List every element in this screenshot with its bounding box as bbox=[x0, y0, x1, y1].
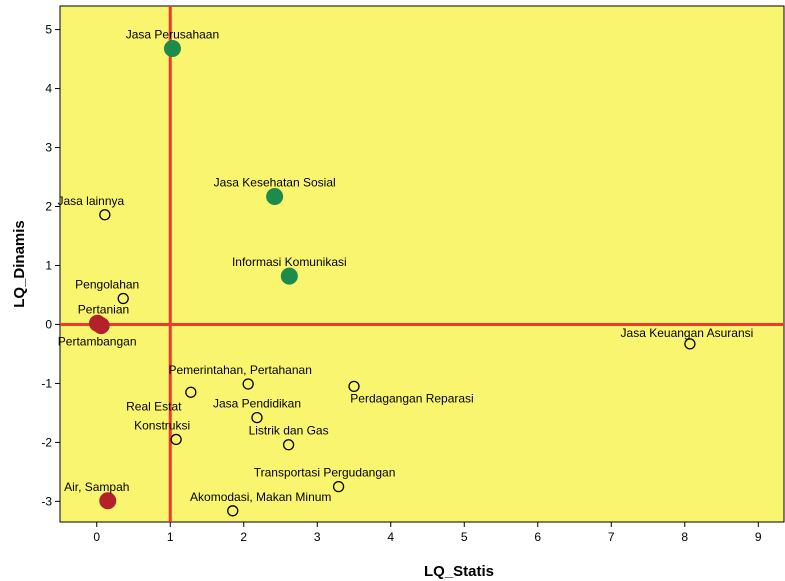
point-label: Akomodasi, Makan Minum bbox=[190, 490, 331, 504]
reference-lines bbox=[60, 6, 784, 522]
point-label: Transportasi Pergudangan bbox=[254, 466, 396, 480]
data-point bbox=[185, 386, 197, 398]
data-point bbox=[684, 338, 696, 350]
data-point bbox=[266, 187, 284, 205]
x-tick-label: 2 bbox=[240, 530, 247, 544]
x-tick-label: 0 bbox=[93, 530, 100, 544]
point-label: Air, Sampah bbox=[64, 480, 129, 494]
plot-area bbox=[59, 5, 785, 523]
point-label: Jasa Kesehatan Sosial bbox=[214, 175, 336, 189]
point-label: Jasa Keuangan Asuransi bbox=[621, 326, 754, 340]
y-tick-label: -3 bbox=[41, 494, 52, 508]
data-point bbox=[99, 209, 111, 221]
data-points bbox=[88, 39, 696, 517]
data-point bbox=[332, 480, 345, 493]
y-tick-label: 0 bbox=[45, 317, 52, 331]
data-point bbox=[170, 433, 182, 446]
data-point bbox=[251, 411, 263, 424]
x-axis-title: LQ_Statis bbox=[424, 563, 494, 580]
y-tick-label: 1 bbox=[45, 258, 52, 272]
point-label: Konstruksi bbox=[134, 418, 190, 432]
x-tick-label: 5 bbox=[461, 530, 468, 544]
data-point bbox=[282, 439, 295, 451]
y-tick-label: 5 bbox=[45, 23, 52, 37]
x-axis: 0 1 2 3 4 5 6 7 8 9 bbox=[93, 522, 762, 544]
x-tick-label: 9 bbox=[755, 530, 762, 544]
data-point bbox=[348, 380, 360, 393]
point-label: Jasa Pendidikan bbox=[213, 397, 301, 411]
y-tick-label: -1 bbox=[41, 376, 52, 390]
x-tick-label: 3 bbox=[314, 530, 321, 544]
point-label: Jasa lainnya bbox=[57, 194, 124, 208]
y-tick-label: 2 bbox=[45, 200, 52, 214]
point-label: Pengolahan bbox=[75, 277, 139, 291]
data-point bbox=[227, 505, 239, 517]
y-axis: -3 -2 -1 0 1 2 3 4 5 bbox=[41, 23, 60, 508]
x-tick-label: 6 bbox=[534, 530, 541, 544]
point-label: Listrik dan Gas bbox=[249, 424, 329, 438]
point-label: Perdagangan Reparasi bbox=[350, 391, 473, 405]
point-label: Informasi Komunikasi bbox=[232, 255, 347, 269]
data-point bbox=[242, 378, 254, 390]
y-tick-label: 4 bbox=[45, 82, 52, 96]
x-tick-label: 1 bbox=[167, 530, 174, 544]
point-label: Pertanian bbox=[78, 302, 129, 316]
point-label: Jasa Perusahaan bbox=[126, 27, 219, 41]
data-point bbox=[280, 267, 298, 285]
point-label: Pemerintahan, Pertahanan bbox=[168, 363, 311, 377]
point-label: Real Estat bbox=[126, 399, 182, 413]
y-tick-label: 3 bbox=[45, 141, 52, 155]
data-point bbox=[99, 492, 117, 510]
x-tick-label: 4 bbox=[387, 530, 394, 544]
x-tick-label: 7 bbox=[608, 530, 615, 544]
y-tick-label: -2 bbox=[41, 435, 52, 449]
data-point bbox=[92, 317, 110, 335]
y-axis-title: LQ_Dinamis bbox=[11, 220, 28, 308]
point-label: Pertambangan bbox=[58, 335, 137, 349]
data-point bbox=[117, 292, 129, 305]
point-labels: Jasa Perusahaan Jasa Kesehatan Sosial Info… bbox=[57, 27, 753, 503]
x-tick-label: 8 bbox=[681, 530, 688, 544]
data-point bbox=[163, 39, 181, 57]
